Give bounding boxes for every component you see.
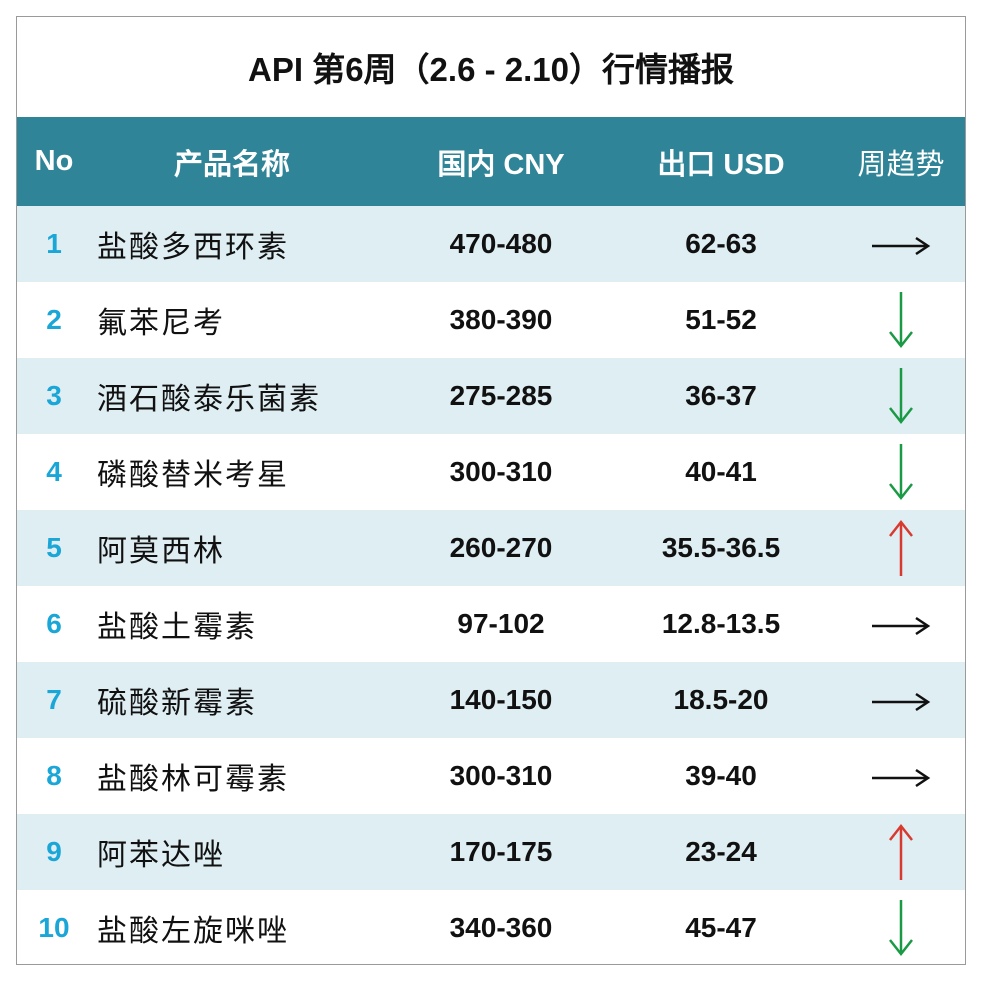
row-number: 1 <box>46 228 62 259</box>
table-row: 10 盐酸左旋咪唑 340-360 45-47 <box>17 890 965 966</box>
table-row: 9 阿苯达唑 170-175 23-24 <box>17 814 965 890</box>
product-name: 氟苯尼考 <box>97 306 225 341</box>
row-number: 10 <box>38 912 70 943</box>
table-row: 7 硫酸新霉素 140-150 18.5-20 <box>17 662 965 738</box>
export-price-usd: 62-63 <box>685 228 757 259</box>
flat-arrow-icon <box>841 738 961 814</box>
table-row: 5 阿莫西林 260-270 35.5-36.5 <box>17 510 965 586</box>
product-name: 阿苯达唑 <box>97 838 225 873</box>
table-row: 3 酒石酸泰乐菌素 275-285 36-37 <box>17 358 965 434</box>
table-row: 2 氟苯尼考 380-390 51-52 <box>17 282 965 358</box>
down-arrow-icon <box>841 434 961 510</box>
domestic-price-cny: 380-390 <box>449 304 553 335</box>
table-body: 1 盐酸多西环素 470-480 62-63 2 氟苯尼考 380-390 51-52 3 酒石酸… <box>17 206 965 966</box>
header-no: No <box>34 145 74 177</box>
row-number: 3 <box>46 380 62 411</box>
domestic-price-cny: 340-360 <box>449 912 553 943</box>
down-arrow-icon <box>841 358 961 434</box>
domestic-price-cny: 470-480 <box>449 228 553 259</box>
down-arrow-icon <box>841 282 961 358</box>
row-number: 4 <box>46 456 62 487</box>
row-number: 7 <box>46 684 62 715</box>
export-price-usd: 45-47 <box>685 912 757 943</box>
up-arrow-icon <box>841 814 961 890</box>
export-price-usd: 35.5-36.5 <box>661 532 781 563</box>
flat-arrow-icon <box>841 206 961 282</box>
table-row: 8 盐酸林可霉素 300-310 39-40 <box>17 738 965 814</box>
header-cny: 国内 CNY <box>437 148 565 181</box>
domestic-price-cny: 275-285 <box>449 380 553 411</box>
product-name: 盐酸左旋咪唑 <box>97 914 289 949</box>
export-price-usd: 51-52 <box>685 304 757 335</box>
product-name: 磷酸替米考星 <box>97 458 289 493</box>
export-price-usd: 39-40 <box>685 760 757 791</box>
domestic-price-cny: 140-150 <box>449 684 553 715</box>
product-name: 硫酸新霉素 <box>97 686 257 721</box>
flat-arrow-icon <box>841 586 961 662</box>
row-number: 9 <box>46 836 62 867</box>
up-arrow-icon <box>841 510 961 586</box>
product-name: 盐酸土霉素 <box>97 610 257 645</box>
product-name: 酒石酸泰乐菌素 <box>97 382 321 417</box>
product-name: 盐酸林可霉素 <box>97 762 289 797</box>
header-usd: 出口 USD <box>657 148 785 181</box>
report-title: API 第6周（2.6 - 2.10）行情播报 <box>248 51 734 88</box>
header-product-name: 产品名称 <box>173 148 290 181</box>
down-arrow-icon <box>841 890 961 966</box>
export-price-usd: 36-37 <box>685 380 757 411</box>
domestic-price-cny: 260-270 <box>449 532 553 563</box>
export-price-usd: 12.8-13.5 <box>661 608 781 639</box>
table-row: 1 盐酸多西环素 470-480 62-63 <box>17 206 965 282</box>
table-header: No 产品名称 国内 CNY 出口 USD 周趋势 <box>17 117 965 206</box>
product-name: 阿莫西林 <box>97 534 225 569</box>
domestic-price-cny: 300-310 <box>449 456 553 487</box>
export-price-usd: 23-24 <box>685 836 757 867</box>
table-row: 4 磷酸替米考星 300-310 40-41 <box>17 434 965 510</box>
export-price-usd: 40-41 <box>685 456 757 487</box>
row-number: 2 <box>46 304 62 335</box>
domestic-price-cny: 300-310 <box>449 760 553 791</box>
domestic-price-cny: 97-102 <box>457 608 545 639</box>
domestic-price-cny: 170-175 <box>449 836 553 867</box>
row-number: 6 <box>46 608 62 639</box>
row-number: 5 <box>46 532 62 563</box>
report-frame: API 第6周（2.6 - 2.10）行情播报 No 产品名称 国内 CNY 出… <box>16 16 966 965</box>
export-price-usd: 18.5-20 <box>673 684 769 715</box>
product-name: 盐酸多西环素 <box>97 230 289 265</box>
header-trend: 周趋势 <box>857 148 945 181</box>
table-row: 6 盐酸土霉素 97-102 12.8-13.5 <box>17 586 965 662</box>
row-number: 8 <box>46 760 62 791</box>
flat-arrow-icon <box>841 662 961 738</box>
